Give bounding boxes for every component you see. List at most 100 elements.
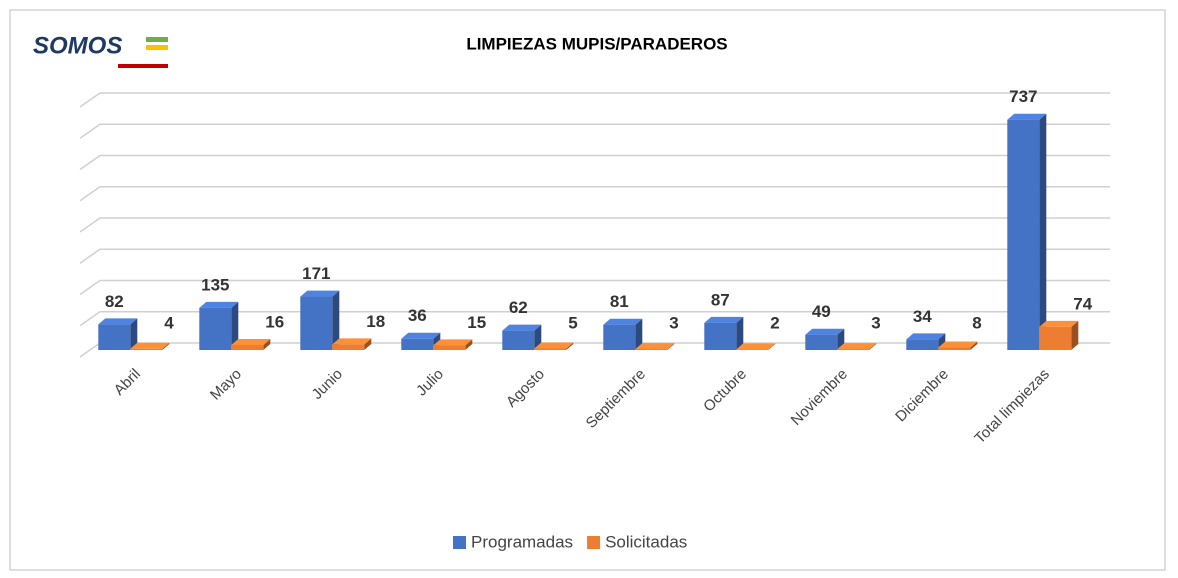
bar-face xyxy=(869,343,877,350)
data-label: 5 xyxy=(568,313,577,332)
bar xyxy=(433,339,473,350)
grid-line xyxy=(79,217,1110,233)
data-label: 4 xyxy=(164,313,174,332)
grid-line xyxy=(79,311,1110,327)
bar-face xyxy=(736,316,744,350)
bar-face xyxy=(332,290,340,350)
bar-face xyxy=(1039,320,1079,327)
bar xyxy=(199,301,239,350)
bar-face xyxy=(1007,113,1047,120)
legend-swatch xyxy=(453,536,466,549)
grid-line xyxy=(79,92,1110,108)
bar xyxy=(635,343,675,350)
grid-line xyxy=(79,248,1110,264)
data-label: 87 xyxy=(711,290,730,309)
data-label: 16 xyxy=(265,312,284,331)
bar-face xyxy=(534,348,567,350)
bar-face xyxy=(635,349,668,350)
bar-face xyxy=(162,342,170,350)
bar xyxy=(502,324,542,350)
data-label: 81 xyxy=(610,292,629,311)
bar-face xyxy=(199,307,232,350)
bar-face xyxy=(906,333,946,340)
data-label: 8 xyxy=(972,313,981,332)
data-label: 74 xyxy=(1073,294,1092,313)
bar-face xyxy=(98,324,131,350)
bar-face xyxy=(805,334,838,350)
bar-face xyxy=(231,339,271,345)
grid-line xyxy=(79,154,1110,171)
data-label: 82 xyxy=(105,292,124,311)
bar-face xyxy=(635,318,643,350)
bar xyxy=(704,316,744,350)
bar-face xyxy=(263,339,271,350)
bar xyxy=(1039,320,1079,350)
bar xyxy=(130,342,170,350)
grid-line xyxy=(79,123,1110,139)
data-label: 171 xyxy=(302,264,330,283)
bar-face xyxy=(534,342,574,349)
bar-face xyxy=(401,338,434,350)
bar xyxy=(534,342,574,350)
bar-face xyxy=(603,324,636,350)
legend-swatch xyxy=(587,536,601,549)
bar-face xyxy=(938,341,978,348)
bar xyxy=(938,341,978,350)
data-label: 135 xyxy=(201,275,229,294)
bar xyxy=(332,338,372,350)
bar xyxy=(98,318,138,350)
bar-face xyxy=(736,343,776,350)
bar-face xyxy=(837,343,877,350)
legend-label: Programadas xyxy=(471,532,573,551)
bar-face xyxy=(704,322,737,350)
bar-face xyxy=(502,330,535,350)
bar-face xyxy=(332,344,365,350)
bar xyxy=(300,290,340,350)
bar-face xyxy=(906,339,939,350)
bar-face xyxy=(401,332,441,339)
data-label: 18 xyxy=(366,312,385,331)
bar-face xyxy=(603,318,643,325)
bar xyxy=(906,333,946,350)
bar-face xyxy=(433,345,466,350)
bar-face xyxy=(130,348,163,350)
bar-face xyxy=(837,349,870,350)
bar-face xyxy=(534,324,542,350)
bar-face xyxy=(1039,113,1047,350)
bar-face xyxy=(768,343,776,350)
data-label: 737 xyxy=(1009,87,1037,106)
logo-stripe xyxy=(118,64,168,68)
bar-face xyxy=(970,341,978,350)
bar xyxy=(837,343,877,350)
bar-face xyxy=(938,333,946,350)
bar-face xyxy=(805,328,845,335)
data-label: 3 xyxy=(871,313,880,332)
data-label: 2 xyxy=(770,313,779,332)
bar-face xyxy=(300,296,333,350)
data-label: 15 xyxy=(467,313,486,332)
bar-face xyxy=(1071,320,1079,350)
bar-face xyxy=(98,318,138,325)
data-label: 3 xyxy=(669,313,678,332)
data-label: 49 xyxy=(812,302,831,321)
bar-face xyxy=(364,338,372,350)
bar-face xyxy=(130,318,138,350)
bar-face xyxy=(199,301,239,308)
bar-face xyxy=(332,338,372,345)
chart-title: LIMPIEZAS MUPIS/PARADEROS xyxy=(466,34,727,53)
bar xyxy=(603,318,643,350)
bar-face xyxy=(231,345,264,350)
bar xyxy=(231,339,271,350)
bar-face xyxy=(938,347,971,350)
logo-stripe xyxy=(146,45,168,50)
data-label: 62 xyxy=(509,298,528,317)
bar-face xyxy=(465,339,473,350)
bar-face xyxy=(566,342,574,350)
bar xyxy=(1007,113,1047,350)
data-label: 34 xyxy=(913,307,932,326)
bar-face xyxy=(300,290,340,297)
bar-face xyxy=(736,349,769,350)
logo-stripe xyxy=(146,37,168,42)
bar-face xyxy=(704,316,744,323)
